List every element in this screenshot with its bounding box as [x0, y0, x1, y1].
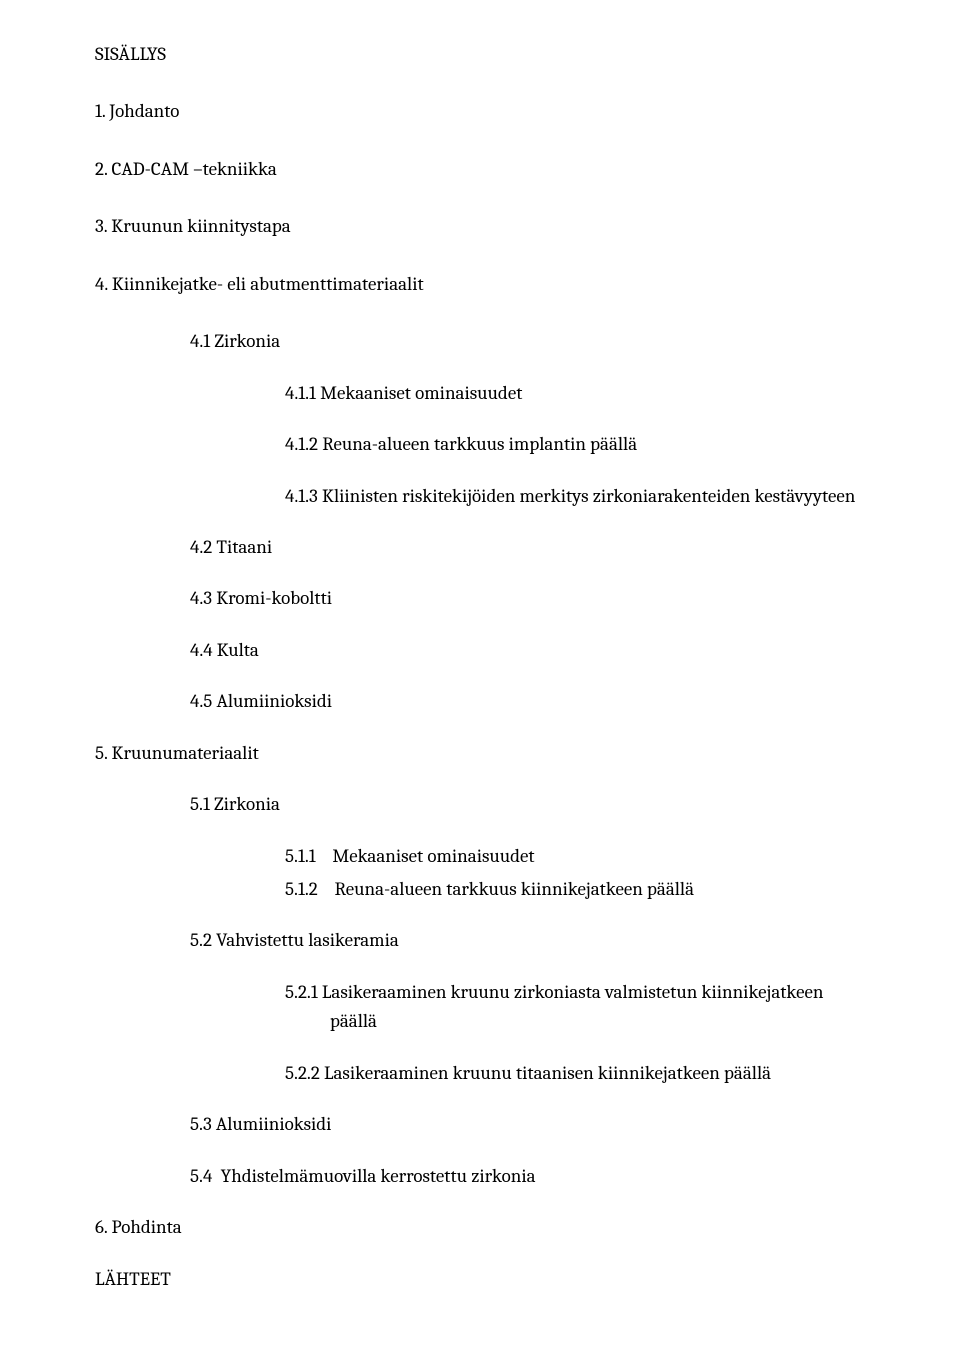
toc-item-2: 2. CAD-CAM –tekniikka [95, 155, 865, 184]
toc-item-5-2-2: 5.2.2 Lasikeraaminen kruunu titaanisen k… [285, 1059, 865, 1088]
toc-item-3: 3. Kruunun kiinnitystapa [95, 212, 865, 241]
toc-num: 5.4 [190, 1165, 212, 1187]
toc-item-4-1-3: 4.1.3 Kliinisten riskitekijöiden merkity… [285, 482, 865, 511]
toc-header: SISÄLLYS [95, 40, 865, 69]
toc-item-4-1-1: 4.1.1 Mekaaniset ominaisuudet [285, 379, 865, 408]
toc-item-5-2-1: 5.2.1 Lasikeraaminen kruunu zirkoniasta … [285, 978, 865, 1037]
toc-item-6: 6. Pohdinta [95, 1213, 865, 1242]
toc-item-5: 5. Kruunumateriaalit [95, 739, 865, 768]
toc-num: 5.1.1 [285, 845, 316, 867]
toc-num: 5.1.2 [285, 878, 318, 900]
toc-references: LÄHTEET [95, 1265, 865, 1294]
toc-item-4: 4. Kiinnikejatke- eli abutmenttimateriaa… [95, 270, 865, 299]
toc-text: Yhdistelmämuovilla kerrostettu zirkonia [221, 1165, 536, 1187]
toc-item-4-5: 4.5 Alumiinioksidi [190, 687, 865, 716]
toc-text: Mekaaniset ominaisuudet [332, 845, 534, 867]
toc-item-5-2: 5.2 Vahvistettu lasikeramia [190, 926, 865, 955]
toc-item-5-1: 5.1 Zirkonia [190, 790, 865, 819]
toc-item-4-1-2: 4.1.2 Reuna-alueen tarkkuus implantin pä… [285, 430, 865, 459]
toc-item-5-3: 5.3 Alumiinioksidi [190, 1110, 865, 1139]
toc-item-5-1-1: 5.1.1 Mekaaniset ominaisuudet [285, 842, 865, 871]
toc-item-4-2: 4.2 Titaani [190, 533, 865, 562]
toc-item-5-1-2: 5.1.2 Reuna-alueen tarkkuus kiinnikejatk… [285, 875, 865, 904]
toc-item-4-1: 4.1 Zirkonia [190, 327, 865, 356]
toc-item-5-4: 5.4 Yhdistelmämuovilla kerrostettu zirko… [190, 1162, 865, 1191]
toc-item-4-4: 4.4 Kulta [190, 636, 865, 665]
toc-item-4-3: 4.3 Kromi-koboltti [190, 584, 865, 613]
toc-item-1: 1. Johdanto [95, 97, 865, 126]
toc-text: Reuna-alueen tarkkuus kiinnikejatkeen pä… [334, 878, 694, 900]
